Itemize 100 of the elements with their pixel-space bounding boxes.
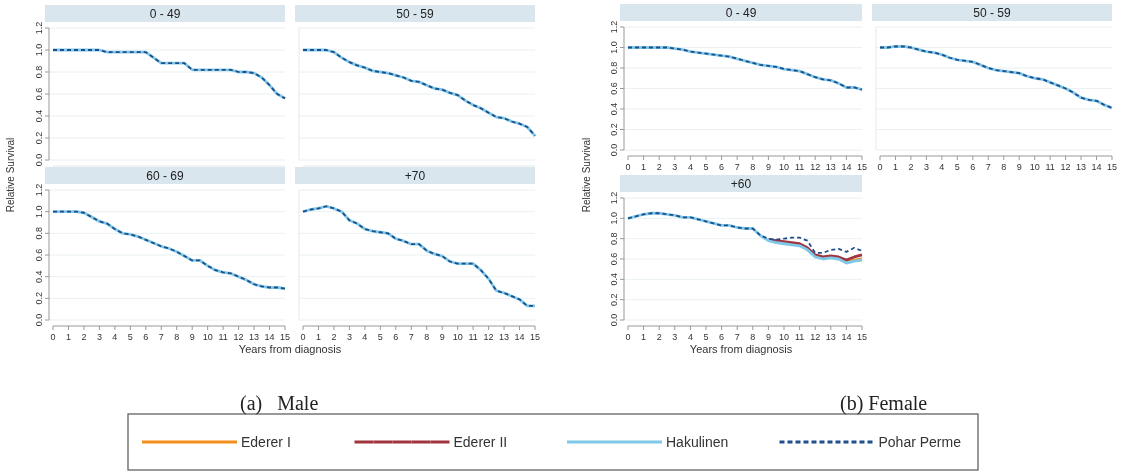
x-tick-label: 3: [672, 162, 678, 172]
legend-label: Hakulinen: [666, 434, 729, 450]
x-tick-label: 6: [970, 162, 976, 172]
x-tick-label: 6: [143, 332, 149, 342]
x-tick-label: 0: [877, 162, 883, 172]
y-tick-label: 0.0: [34, 313, 44, 327]
y-tick-label: 0.4: [34, 109, 44, 123]
x-tick-label: 15: [856, 332, 868, 342]
y-tick-label: 0.4: [34, 270, 44, 283]
y-tick-label: 0.8: [609, 232, 619, 245]
x-tick-label: 5: [127, 332, 133, 342]
x-tick-label: 7: [734, 332, 740, 342]
x-tick-label: 14: [841, 332, 852, 342]
y-tick-label: 0.8: [34, 65, 44, 79]
x-tick-label: 15: [856, 162, 868, 172]
chart-title: 50 - 59: [396, 7, 435, 21]
x-tick-label: 13: [825, 332, 836, 342]
y-tick-label: 0.6: [609, 252, 619, 266]
y-tick-label: 0.0: [609, 143, 619, 157]
x-axis-title: Years from diagnosis: [238, 343, 342, 355]
y-tick-label: 0.2: [34, 292, 44, 305]
y-tick-label: 0.8: [609, 61, 619, 75]
chart-title: 50 - 59: [973, 6, 1012, 20]
x-tick-label: 5: [703, 162, 709, 172]
y-tick-label: 1.0: [609, 212, 619, 225]
y-tick-label: 1.2: [34, 21, 44, 35]
x-tick-label: 1: [65, 332, 71, 342]
x-tick-label: 14: [514, 332, 525, 342]
y-tick-label: 0.4: [609, 102, 619, 116]
x-tick-label: 15: [279, 332, 291, 342]
x-tick-label: 3: [672, 332, 678, 342]
x-tick-label: 6: [719, 332, 725, 342]
x-tick-label: 1: [315, 332, 321, 342]
chart-title: 0 - 49: [149, 7, 181, 21]
x-axis-title: Years from diagnosis: [689, 343, 793, 355]
x-tick-label: 5: [954, 162, 960, 172]
y-axis-title: Relative Survival: [5, 137, 16, 213]
legend-label: Ederer I: [241, 434, 291, 450]
x-tick-label: 2: [81, 332, 87, 342]
x-tick-label: 15: [529, 332, 541, 342]
x-tick-label: 4: [112, 332, 118, 342]
x-tick-label: 9: [1016, 162, 1022, 172]
y-tick-label: 1.2: [609, 191, 619, 205]
y-tick-label: 0.6: [34, 87, 44, 101]
x-tick-label: 9: [765, 332, 771, 342]
x-tick-label: 7: [408, 332, 414, 342]
x-tick-label: 10: [1029, 162, 1040, 172]
x-tick-label: 0: [300, 332, 306, 342]
y-tick-label: 0.6: [609, 82, 619, 95]
text: (b) Female: [840, 392, 928, 415]
x-tick-label: 10: [778, 162, 790, 172]
x-tick-label: 11: [1045, 162, 1055, 172]
x-tick-label: 9: [765, 162, 771, 172]
y-tick-label: 1.0: [34, 205, 44, 218]
chart-title: +70: [404, 169, 426, 183]
x-tick-label: 6: [393, 332, 399, 342]
y-tick-label: 0.4: [609, 273, 619, 286]
x-tick-label: 6: [719, 162, 725, 172]
y-tick-label: 0.6: [34, 248, 44, 262]
x-tick-label: 3: [96, 332, 102, 342]
x-tick-label: 10: [202, 332, 213, 342]
x-tick-label: 8: [424, 332, 430, 342]
x-tick-label: 1: [641, 162, 647, 172]
y-tick-label: 0.0: [34, 153, 44, 167]
x-tick-label: 5: [377, 332, 383, 342]
x-tick-label: 3: [923, 162, 929, 172]
y-tick-label: 0.2: [609, 123, 619, 136]
x-tick-label: 14: [264, 332, 275, 342]
chart-title: 0 - 49: [725, 6, 757, 20]
x-tick-label: 12: [233, 332, 244, 342]
x-tick-label: 2: [331, 332, 337, 342]
y-tick-label: 1.2: [609, 20, 619, 34]
x-tick-label: 11: [218, 332, 228, 342]
x-tick-label: 7: [158, 332, 164, 342]
legend-label: Ederer II: [453, 434, 508, 450]
y-tick-label: 1.0: [609, 41, 619, 54]
x-tick-label: 0: [625, 332, 631, 342]
chart-title: +60: [730, 177, 752, 191]
y-tick-label: 0.2: [609, 293, 619, 306]
legend-label: Pohar Perme: [878, 434, 962, 450]
y-tick-label: 0.8: [34, 227, 44, 240]
x-tick-label: 15: [1106, 162, 1118, 172]
x-tick-label: 12: [483, 332, 494, 342]
x-tick-label: 12: [1060, 162, 1071, 172]
x-tick-label: 4: [939, 162, 945, 172]
y-tick-label: 1.2: [34, 183, 44, 197]
x-tick-label: 4: [687, 332, 693, 342]
x-tick-label: 2: [908, 162, 914, 172]
x-tick-label: 10: [452, 332, 463, 342]
x-tick-label: 12: [810, 162, 821, 172]
x-tick-label: 11: [468, 332, 478, 342]
x-tick-label: 4: [687, 162, 693, 172]
x-tick-label: 11: [794, 162, 805, 172]
y-tick-label: 0.2: [34, 131, 44, 145]
x-tick-label: 13: [249, 332, 260, 342]
x-tick-label: 8: [750, 162, 756, 172]
x-tick-label: 13: [1076, 162, 1087, 172]
x-tick-label: 0: [50, 332, 56, 342]
x-tick-label: 14: [841, 162, 852, 172]
x-tick-label: 9: [439, 332, 445, 342]
